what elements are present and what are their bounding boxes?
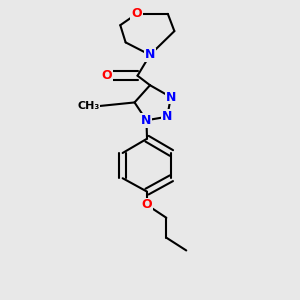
Text: N: N bbox=[141, 114, 152, 127]
Text: N: N bbox=[166, 91, 176, 103]
Text: CH₃: CH₃ bbox=[77, 101, 100, 111]
Text: O: O bbox=[131, 8, 142, 20]
Text: N: N bbox=[162, 110, 172, 123]
Text: N: N bbox=[145, 48, 155, 62]
Text: O: O bbox=[142, 199, 152, 212]
Text: O: O bbox=[102, 69, 112, 82]
